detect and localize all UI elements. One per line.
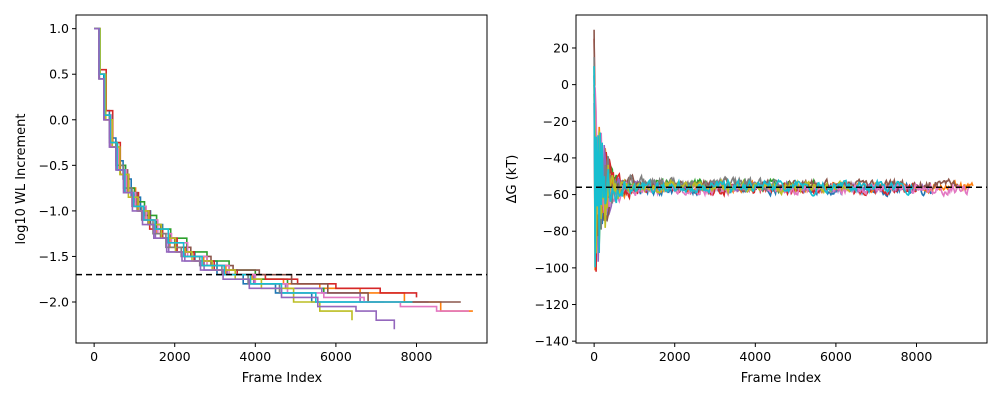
right-x-tick-label-0: 0: [590, 349, 598, 364]
delta-g-plot: 0 2000 4000 6000 8000 20 0 −20 −40 −60 −80 −100 −12…: [505, 14, 988, 386]
left-x-tick-label-1: 2000: [159, 349, 191, 364]
left-x-tick-label-4: 8000: [401, 349, 433, 364]
right-x-tick-label-1: 2000: [659, 349, 691, 364]
left-x-tick-label-0: 0: [90, 349, 98, 364]
left-y-axis-label: log10 WL Increment: [14, 114, 29, 245]
left-x-tick-label-2: 4000: [239, 349, 271, 364]
left-y-ticks: 1.0 0.5 0.0 −0.5 −1.0 −1.5 −2.0: [39, 21, 76, 310]
right-x-tick-label-2: 4000: [739, 349, 771, 364]
right-y-tick-label-3: −40: [543, 150, 569, 165]
right-axes-frame: [575, 14, 988, 344]
left-axes-frame: [75, 14, 488, 344]
right-x-ticks: 0 2000 4000 6000 8000: [590, 343, 932, 364]
right-x-tick-label-3: 6000: [820, 349, 852, 364]
right-y-tick-label-1: 0: [561, 77, 569, 92]
left-x-ticks: 0 2000 4000 6000 8000: [90, 343, 432, 364]
left-y-tick-label-0: 1.0: [49, 21, 69, 36]
left-y-tick-label-3: −0.5: [39, 158, 69, 173]
left-x-tick-label-3: 6000: [320, 349, 352, 364]
right-x-axis-label: Frame Index: [741, 371, 822, 386]
left-y-tick-label-2: 0.0: [49, 112, 69, 127]
right-y-tick-label-2: −20: [543, 114, 569, 129]
right-y-tick-label-6: −100: [535, 260, 569, 275]
wl-increment-series: [94, 27, 473, 330]
right-y-ticks: 20 0 −20 −40 −60 −80 −100 −120 −140: [535, 40, 576, 349]
left-x-axis-label: Frame Index: [242, 371, 323, 386]
right-y-tick-label-4: −60: [543, 187, 569, 202]
right-y-tick-label-5: −80: [543, 224, 569, 239]
left-y-tick-label-4: −1.0: [39, 203, 69, 218]
right-y-axis-label: ΔG (kT): [505, 155, 520, 204]
delta-g-series-9: [593, 66, 914, 268]
left-y-tick-label-5: −1.5: [39, 249, 69, 264]
right-x-tick-label-4: 8000: [901, 349, 933, 364]
wl-series-10: [94, 27, 396, 330]
left-y-tick-label-6: −2.0: [39, 295, 69, 310]
right-y-tick-label-0: 20: [553, 40, 569, 55]
wl-increment-plot: 0 2000 4000 6000 8000 1.0 0.5 0.0 −0.5 −1.0 −1.5 −…: [14, 14, 488, 386]
right-y-tick-label-8: −140: [535, 334, 569, 349]
left-y-tick-label-1: 0.5: [49, 67, 69, 82]
right-y-tick-label-7: −120: [535, 297, 569, 312]
